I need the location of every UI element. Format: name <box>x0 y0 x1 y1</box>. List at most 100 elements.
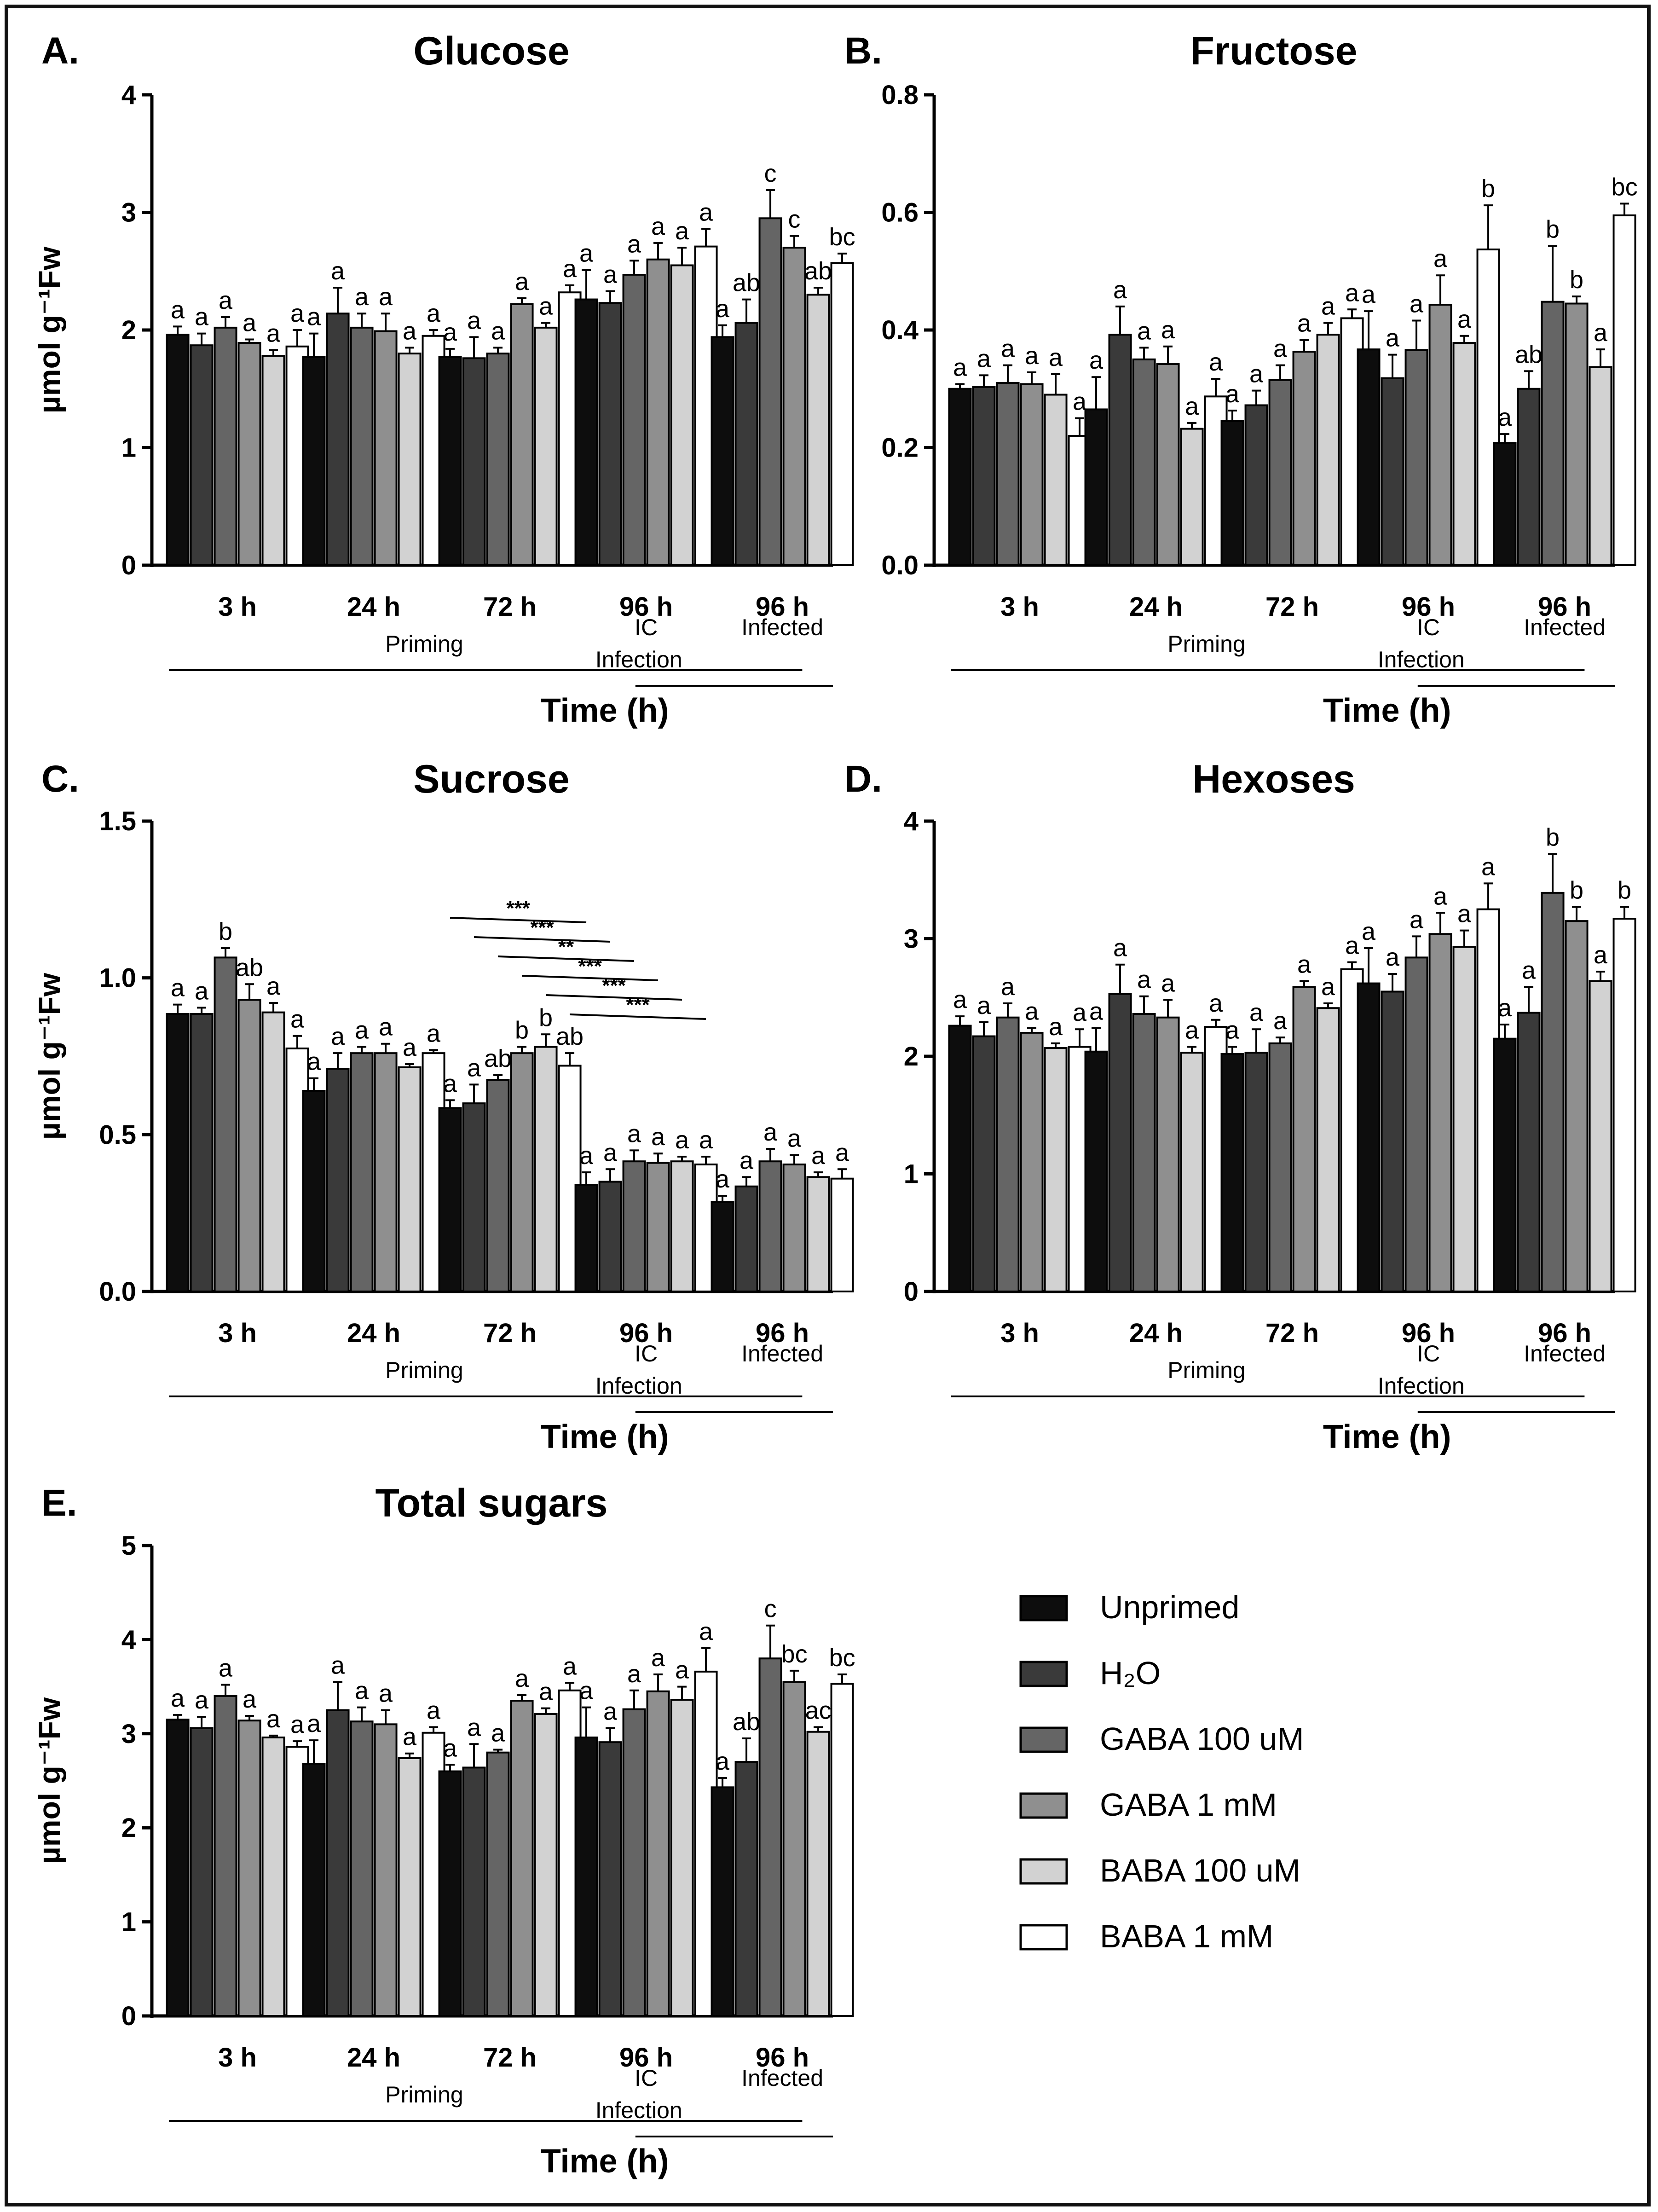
phase-label-infection: Infection <box>595 2097 682 2123</box>
bar-h2o <box>1244 404 1268 567</box>
x-tick-label: 24 h <box>1129 1318 1183 1348</box>
x-tick-label: 3 h <box>1000 592 1039 622</box>
significance-letter: a <box>1386 944 1400 971</box>
significance-letter: a <box>1049 1013 1063 1041</box>
significance-letter: a <box>675 1656 689 1684</box>
bar-h2o <box>326 313 350 566</box>
bar-gaba-100-um <box>622 1708 646 2017</box>
x-axis-title: Time (h) <box>1323 1419 1451 1455</box>
x-tick-label: 96 h <box>1402 1318 1455 1348</box>
bar-unprimed <box>1084 408 1108 567</box>
bar-gaba-1-mm <box>1020 1031 1044 1292</box>
bar-unprimed <box>574 298 598 566</box>
panel-letter: B. <box>844 30 882 72</box>
significance-letter: a <box>219 1655 233 1682</box>
bar-gaba-100-um <box>1404 956 1428 1292</box>
significance-letter: a <box>977 345 991 372</box>
x-axis-title: Time (h) <box>1323 692 1451 729</box>
significance-letter: a <box>603 1139 618 1166</box>
significance-letter: a <box>379 1680 393 1708</box>
bar-unprimed <box>438 1107 462 1292</box>
x-tick-label: 24 h <box>347 1318 400 1348</box>
phase-label-infection: Infection <box>595 1373 682 1399</box>
significance-letter: a <box>716 1165 730 1193</box>
bar-gaba-100-um <box>214 326 237 566</box>
significance-letter: a <box>243 309 257 336</box>
significance-letter: a <box>1273 335 1288 363</box>
significance-letter: a <box>1321 973 1335 1001</box>
chart-title: Fructose <box>1190 29 1357 73</box>
significance-letter: a <box>443 318 457 346</box>
significance-letter: c <box>764 1595 777 1623</box>
significance-letter: a <box>1225 380 1240 408</box>
bar-baba-100-um <box>398 1066 422 1292</box>
bar-unprimed <box>574 1184 598 1293</box>
x-tick-label: 3 h <box>1000 1318 1039 1348</box>
significance-letter: a <box>1113 934 1127 962</box>
bar-gaba-1-mm <box>1428 304 1452 566</box>
significance-letter: a <box>467 1054 481 1082</box>
bar-h2o <box>1517 1012 1541 1293</box>
significance-letter: a <box>651 213 665 240</box>
bar-gaba-100-um <box>996 382 1020 566</box>
bar-gaba-1-mm <box>1156 1016 1180 1293</box>
significance-letter: a <box>1249 999 1264 1026</box>
significance-letter: a <box>1345 932 1359 960</box>
significance-letter: a <box>379 283 393 311</box>
bar-baba-100-um <box>534 1046 558 1293</box>
bar-gaba-100-um <box>350 326 374 566</box>
panel-letter: C. <box>41 758 79 800</box>
bar-baba-1-mm <box>1612 918 1636 1292</box>
bar-h2o <box>462 1102 486 1292</box>
significance-letter: a <box>1137 317 1151 345</box>
significance-letter: a <box>563 255 577 283</box>
bar-gaba-100-um <box>486 1751 510 2017</box>
significance-letter: a <box>515 1665 529 1692</box>
significance-letter: a <box>1457 900 1472 928</box>
significance-letter: a <box>195 1686 209 1714</box>
x-tick-sublabel: Infected <box>741 1341 823 1367</box>
x-tick-label: 72 h <box>483 1318 537 1348</box>
legend-swatch-1 <box>1019 1661 1068 1687</box>
significance-letter: a <box>739 1147 754 1174</box>
bar-gaba-1-mm <box>374 1723 398 2017</box>
bar-unprimed <box>1220 420 1244 566</box>
significance-letter: a <box>1433 882 1448 910</box>
bar-h2o <box>326 1068 350 1293</box>
significance-letter: a <box>716 295 730 323</box>
phase-label-infection: Infection <box>1378 647 1465 672</box>
significance-letter: a <box>651 1644 665 1672</box>
bar-unprimed <box>302 356 326 566</box>
significance-letter: a <box>1137 966 1151 994</box>
significance-letter: a <box>355 1677 369 1705</box>
x-tick-label: 3 h <box>218 1318 257 1348</box>
bar-baba-100-um <box>1452 946 1476 1292</box>
y-tick-label: 2 <box>121 315 136 345</box>
x-tick-label: 72 h <box>1265 592 1319 622</box>
x-tick-sublabel: Infected <box>1524 614 1606 640</box>
bar-gaba-100-um <box>622 1160 646 1292</box>
bar-unprimed <box>1220 1053 1244 1292</box>
significance-letter: a <box>699 1126 713 1154</box>
bar-gaba-100-um <box>1404 349 1428 566</box>
significance-letter: a <box>515 268 529 295</box>
bar-gaba-1-mm <box>510 1052 534 1293</box>
y-tick-label: 4 <box>904 806 919 836</box>
y-tick-label: 1 <box>904 1159 919 1189</box>
x-tick-label: 96 h <box>756 1318 809 1348</box>
bar-h2o <box>190 344 214 567</box>
phase-label-priming: Priming <box>385 631 463 657</box>
y-axis-label: µmol g⁻¹Fw <box>32 973 66 1140</box>
x-tick-sublabel: Infected <box>1524 1341 1606 1367</box>
bar-gaba-1-mm <box>510 303 534 566</box>
significance-letter: a <box>403 317 417 345</box>
bar-h2o <box>972 386 996 566</box>
bar-gaba-1-mm <box>782 247 806 566</box>
y-tick-label: 3 <box>121 198 136 228</box>
bar-unprimed <box>166 1719 190 2017</box>
y-axis-label: µmol g⁻¹Fw <box>32 246 66 413</box>
significance-letter: a <box>1209 990 1223 1017</box>
significance-letter: a <box>651 1123 665 1151</box>
